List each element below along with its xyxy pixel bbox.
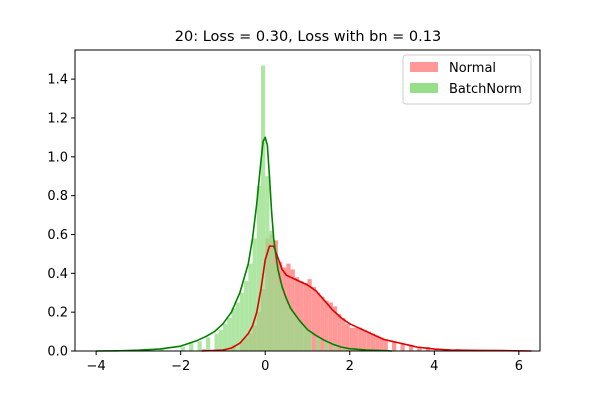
- bar-batchnorm-30: [324, 341, 329, 351]
- x-tick-label: −2: [171, 359, 190, 374]
- chart-title: 20: Loss = 0.30, Loss with bn = 0.13: [175, 29, 441, 45]
- y-tick-label: 0.8: [47, 189, 68, 204]
- bar-normal-40: [408, 345, 414, 351]
- x-tick-label: 0: [261, 359, 269, 374]
- bar-normal-23: [324, 300, 329, 351]
- bar-normal-17: [299, 281, 304, 351]
- bar-normal-37: [383, 339, 388, 351]
- bar-normal-27: [341, 317, 346, 351]
- bar-batchnorm-15: [252, 238, 257, 351]
- bar-normal-16: [294, 277, 300, 351]
- x-tick-label: 2: [346, 359, 354, 374]
- bar-batchnorm-25: [294, 317, 300, 351]
- bar-normal-35: [375, 335, 380, 351]
- y-tick-label: 0.6: [47, 228, 68, 243]
- bar-batchnorm-26: [299, 323, 304, 351]
- axis-ticks: −4 −2 0 2 4 6 0.0 0.2 0.4 0.6 0.8 1.0 1.2 1.4: [47, 73, 523, 374]
- bar-batchnorm-7: [218, 329, 223, 351]
- bar-normal-29: [349, 327, 354, 351]
- bar-normal-43: [434, 349, 439, 351]
- bar-normal-25: [332, 306, 338, 351]
- bar-normal-22: [320, 296, 325, 351]
- bar-batchnorm-27: [303, 327, 308, 351]
- bar-normal-32: [362, 329, 367, 351]
- y-tick-label: 1.2: [47, 111, 68, 126]
- y-tick-label: 1.4: [47, 73, 68, 88]
- bar-batchnorm-17: [261, 65, 266, 351]
- legend-swatch-normal: [410, 62, 438, 72]
- bar-batchnorm-12: [239, 292, 245, 351]
- bar-batchnorm-5: [206, 337, 211, 351]
- bar-normal-19: [307, 279, 312, 351]
- bar-normal-0: [201, 349, 207, 351]
- bar-batchnorm-11: [235, 302, 240, 351]
- kde-lines: [96, 136, 532, 352]
- bar-normal-26: [337, 314, 342, 351]
- bar-batchnorm-16: [256, 185, 261, 351]
- bar-batchnorm-18: [265, 176, 270, 351]
- bar-batchnorm-4: [197, 341, 202, 351]
- x-tick-label: 6: [515, 359, 523, 374]
- x-tick-label: 4: [430, 359, 438, 374]
- y-tick-label: 1.0: [47, 150, 68, 165]
- bar-normal-31: [358, 327, 363, 351]
- y-tick-label: 0.2: [47, 306, 68, 321]
- bar-normal-33: [366, 331, 371, 351]
- legend-label-batchnorm: BatchNorm: [449, 82, 522, 97]
- bar-batchnorm-9: [227, 317, 232, 351]
- bar-batchnorm-33: [349, 349, 354, 351]
- legend-swatch-batchnorm: [410, 83, 438, 93]
- axes-frame: [74, 49, 541, 352]
- bar-batchnorm-6: [214, 333, 219, 351]
- bar-batchnorm-19: [269, 230, 274, 351]
- y-tick-label: 0.0: [47, 345, 68, 360]
- bar-normal-21: [315, 292, 321, 351]
- legend-label-normal: Normal: [449, 61, 496, 76]
- x-tick-label: −4: [87, 359, 106, 374]
- bar-batchnorm-10: [231, 308, 236, 351]
- bar-batchnorm-8: [222, 323, 228, 351]
- bar-normal-30: [354, 327, 359, 351]
- bar-batchnorm-21: [277, 283, 283, 351]
- kde-line-normal: [201, 245, 532, 352]
- bar-normal-20: [311, 286, 316, 351]
- bar-batchnorm-23: [286, 304, 291, 351]
- bar-normal-18: [303, 283, 308, 351]
- bar-normal-24: [328, 302, 333, 351]
- bar-batchnorm-29: [315, 337, 321, 351]
- bar-batchnorm-3: [189, 343, 194, 351]
- bar-normal-34: [370, 333, 376, 351]
- bar-normal-28: [345, 323, 350, 351]
- bar-normal-36: [379, 337, 384, 351]
- bar-batchnorm-31: [332, 343, 338, 351]
- bar-normal-39: [400, 343, 405, 351]
- bar-batchnorm-1: [159, 349, 164, 351]
- bar-batchnorm-14: [248, 263, 253, 351]
- bar-normal-41: [417, 347, 422, 351]
- bar-batchnorm-24: [290, 312, 295, 351]
- legend: Normal BatchNorm: [402, 54, 532, 105]
- bar-normal-38: [392, 341, 397, 351]
- bar-batchnorm-20: [273, 263, 278, 351]
- bar-batchnorm-28: [307, 331, 312, 351]
- bar-batchnorm-22: [282, 296, 287, 351]
- bar-batchnorm-32: [341, 347, 346, 351]
- bar-batchnorm-2: [180, 347, 185, 351]
- bar-batchnorm-13: [244, 281, 249, 351]
- y-tick-label: 0.4: [47, 267, 68, 282]
- kde-line-batchnorm: [96, 136, 393, 352]
